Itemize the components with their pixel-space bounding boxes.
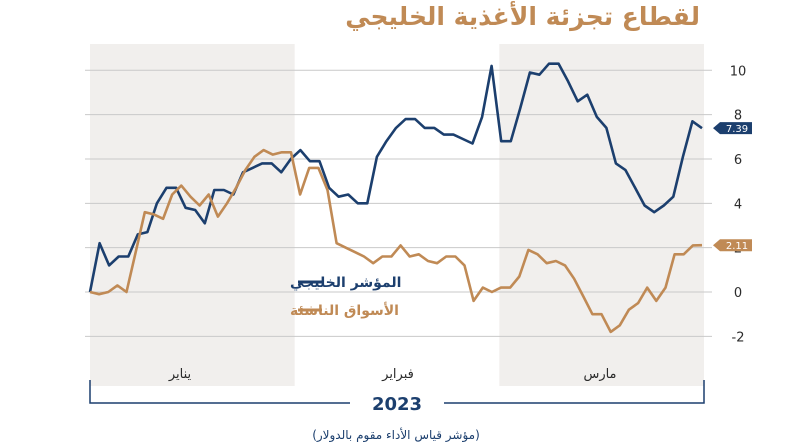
y-tick-label: 0 [734,286,742,301]
year-bracket-right [444,380,705,404]
month-band [499,44,704,386]
y-tick-label: 6 [734,153,742,168]
y-tick-label: 8 [734,109,742,124]
year-bracket-left [89,380,350,404]
month-label: مارس [583,367,616,382]
month-band [90,44,295,386]
end-value-label: 2.11 [726,241,748,252]
month-label: فبراير [381,367,414,382]
y-tick-label: -2 [732,330,745,345]
series-line-emerging-markets [89,148,703,334]
end-value-label: 7.39 [726,124,748,135]
year-label: 2023 [372,394,422,415]
legend-label: الأسواق الناشئة [290,302,399,319]
end-value-tag [713,239,752,252]
y-tick-label: 10 [730,64,747,79]
footnote: (مؤشر قياس الأداء مقوم بالدولار) [312,428,480,442]
series-line-gulf-index [88,62,703,293]
legend-label: المؤشر الخليجي [290,275,401,291]
chart-title: لقطاع تجزئة الأغذية الخليجي [345,2,700,31]
month-label: يناير [168,367,192,382]
y-tick-label: 4 [734,197,742,212]
end-value-tag [713,122,752,135]
